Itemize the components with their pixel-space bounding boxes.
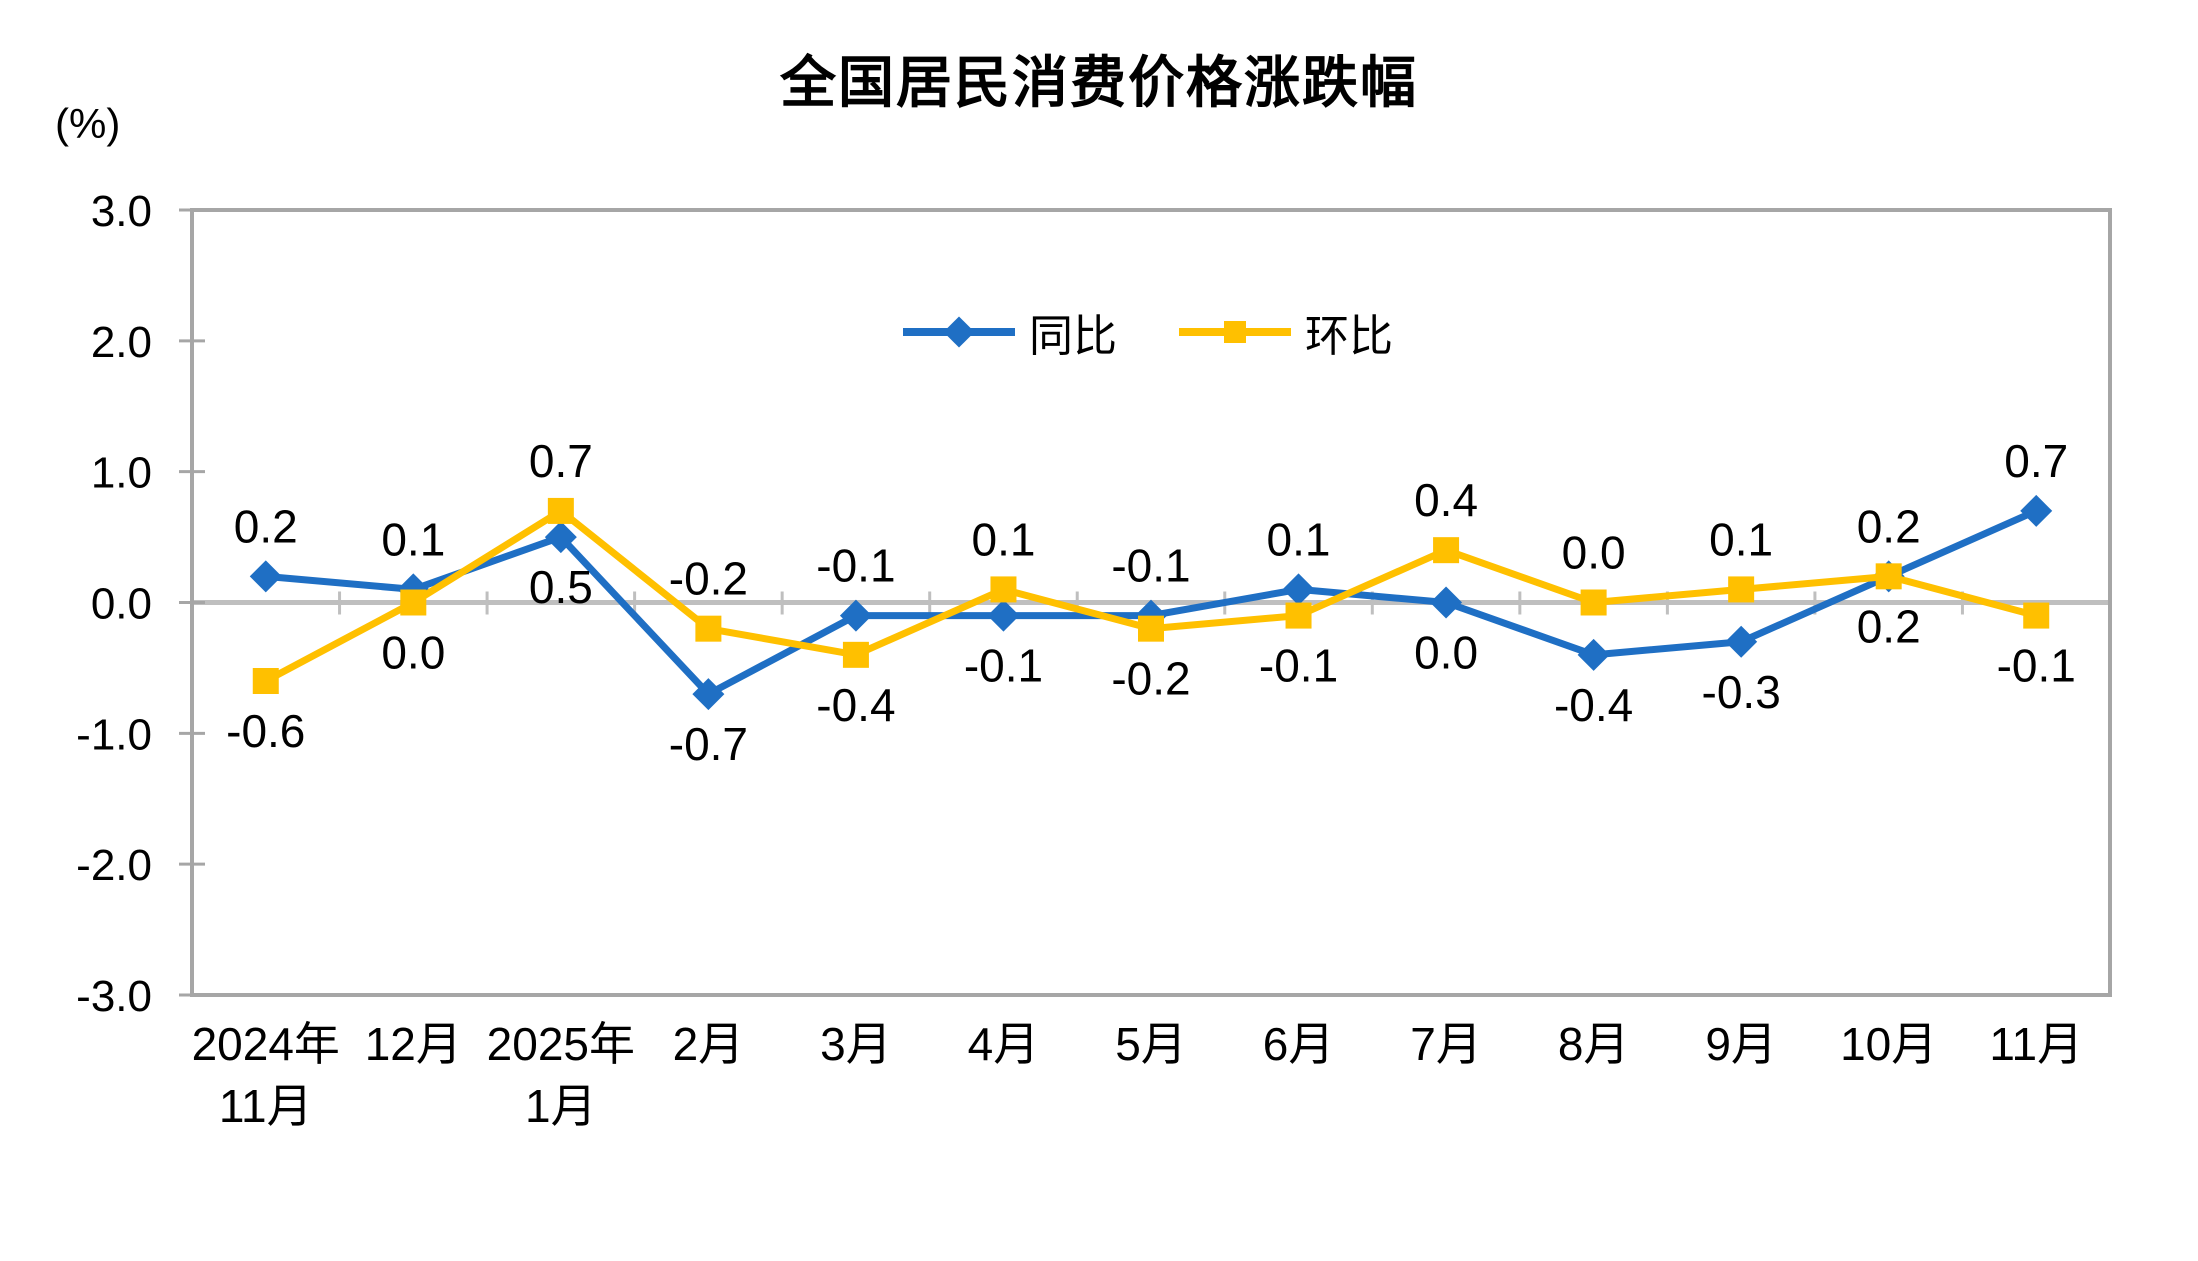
y-tick-label: -2.0 (76, 841, 152, 890)
x-tick-label: 12月 (365, 1018, 462, 1070)
data-label-mom-1: 0.0 (381, 627, 445, 679)
legend-swatch-yoy (903, 316, 1015, 348)
marker-mom-2 (547, 497, 574, 524)
marker-mom-1 (400, 589, 427, 616)
data-label-yoy-1: 0.1 (381, 513, 445, 565)
y-tick-label: 3.0 (91, 187, 152, 236)
marker-mom-4 (842, 641, 869, 668)
x-tick-label: 2024年 (192, 1018, 340, 1070)
data-label-mom-12: -0.1 (1997, 640, 2076, 692)
marker-yoy-4 (839, 599, 872, 632)
square-marker-icon (1224, 321, 1246, 343)
x-tick-label: 8月 (1558, 1018, 1630, 1070)
data-label-yoy-11: 0.2 (1857, 600, 1921, 652)
x-tick-label: 10月 (1840, 1018, 1937, 1070)
data-label-mom-8: 0.4 (1414, 474, 1478, 526)
marker-mom-8 (1433, 537, 1460, 564)
data-label-mom-5: 0.1 (971, 513, 1035, 565)
y-tick-label: -3.0 (76, 972, 152, 1021)
legend-swatch-mom (1179, 321, 1291, 343)
marker-yoy-9 (1577, 638, 1610, 671)
marker-mom-11 (1875, 563, 1902, 590)
data-label-yoy-4: -0.1 (816, 540, 895, 592)
chart-title: 全国居民消费价格涨跌幅 (780, 51, 1418, 114)
x-tick-label: 4月 (968, 1018, 1040, 1070)
data-label-yoy-7: 0.1 (1267, 513, 1331, 565)
legend-label-yoy: 同比 (1029, 312, 1117, 361)
x-tick-label: 11月 (219, 1080, 313, 1132)
data-label-mom-0: -0.6 (226, 705, 305, 757)
legend-item-yoy: 同比 (903, 300, 1117, 364)
x-tick-label: 5月 (1115, 1018, 1187, 1070)
data-label-mom-10: 0.1 (1709, 513, 1773, 565)
x-tick-label: 1月 (525, 1080, 597, 1132)
marker-mom-10 (1728, 576, 1755, 603)
marker-mom-0 (252, 668, 279, 694)
y-tick-label: -1.0 (76, 710, 152, 759)
data-label-yoy-3: -0.7 (669, 718, 748, 770)
marker-yoy-2 (544, 521, 577, 554)
data-label-mom-9: 0.0 (1562, 527, 1626, 579)
data-label-yoy-5: -0.1 (964, 640, 1043, 692)
data-label-mom-7: -0.1 (1259, 640, 1338, 692)
marker-mom-5 (990, 576, 1017, 603)
data-label-yoy-12: 0.7 (2004, 435, 2068, 487)
marker-mom-7 (1285, 602, 1312, 629)
x-tick-label: 6月 (1263, 1018, 1335, 1070)
marker-mom-3 (695, 615, 722, 642)
x-tick-label: 11月 (1989, 1018, 2083, 1070)
data-label-mom-3: -0.2 (669, 553, 748, 605)
data-label-mom-2: 0.7 (529, 435, 593, 487)
marker-yoy-10 (1725, 625, 1758, 658)
marker-yoy-0 (249, 560, 282, 593)
data-label-yoy-6: -0.1 (1111, 540, 1190, 592)
data-label-mom-4: -0.4 (816, 679, 895, 731)
y-tick-label: 2.0 (91, 318, 152, 367)
x-tick-label: 2025年 (487, 1018, 635, 1070)
data-label-yoy-9: -0.4 (1554, 679, 1633, 731)
data-label-mom-6: -0.2 (1111, 653, 1190, 705)
marker-mom-9 (1580, 589, 1607, 616)
y-axis-unit-label: (%) (55, 100, 121, 147)
legend-item-mom: 环比 (1179, 300, 1393, 364)
marker-yoy-5 (987, 599, 1020, 632)
marker-yoy-12 (2020, 494, 2053, 527)
marker-yoy-3 (692, 678, 725, 711)
marker-yoy-7 (1282, 573, 1315, 606)
data-label-yoy-2: 0.5 (529, 561, 593, 613)
y-tick-label: 0.0 (91, 580, 152, 629)
data-label-yoy-0: 0.2 (234, 500, 298, 552)
marker-yoy-8 (1430, 586, 1463, 619)
x-tick-label: 9月 (1705, 1018, 1777, 1070)
x-tick-label: 2月 (673, 1018, 745, 1070)
y-tick-label: 1.0 (91, 449, 152, 498)
legend-label-mom: 环比 (1305, 312, 1393, 361)
marker-mom-6 (1138, 615, 1164, 642)
x-tick-label: 7月 (1410, 1018, 1482, 1070)
data-label-yoy-10: -0.3 (1702, 666, 1781, 718)
data-label-yoy-8: 0.0 (1414, 627, 1478, 679)
marker-mom-12 (2023, 602, 2050, 629)
data-label-mom-11: 0.2 (1857, 500, 1921, 552)
x-tick-label: 3月 (820, 1018, 892, 1070)
legend: 同比 环比 (903, 300, 1393, 364)
